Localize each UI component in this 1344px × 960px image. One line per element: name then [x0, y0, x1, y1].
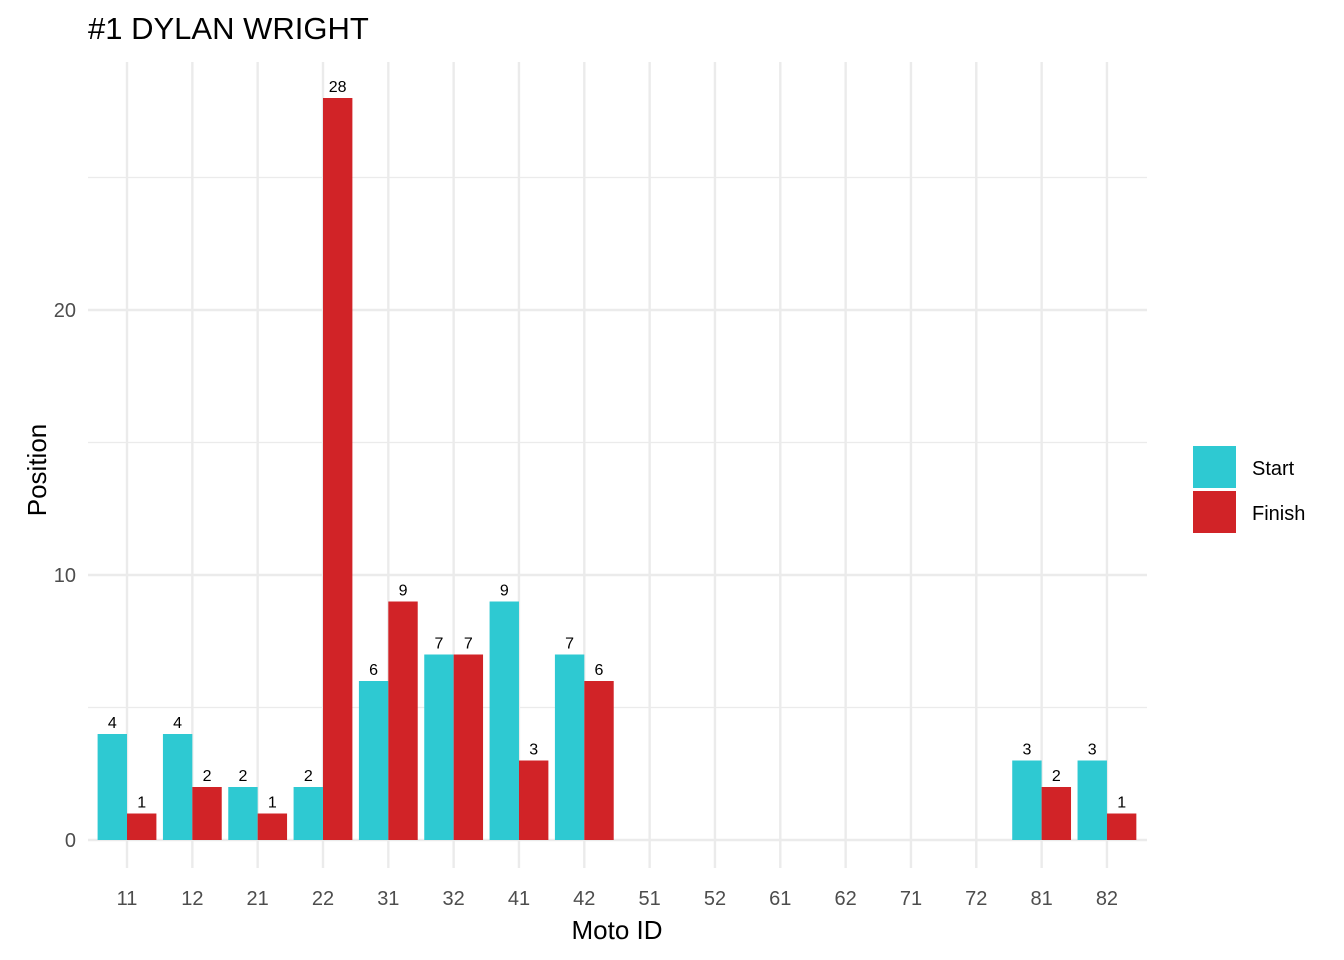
- x-tick-label: 71: [900, 888, 922, 910]
- y-axis-title: Position: [22, 424, 52, 517]
- bar-finish-22: [322, 98, 353, 840]
- x-tick-label: 32: [443, 888, 465, 910]
- bar-finish-31: [388, 601, 418, 840]
- grid-lines: [88, 62, 1147, 868]
- chart-title: #1 DYLAN WRIGHT: [88, 11, 369, 46]
- x-tick-label: 61: [769, 888, 791, 910]
- x-tick-label: 72: [965, 888, 987, 910]
- bar-start-82: [1077, 760, 1107, 840]
- bar-value-label: 4: [108, 715, 117, 732]
- bar-finish-21: [257, 813, 288, 840]
- bar-finish-32: [453, 654, 484, 840]
- bar-value-label: 3: [1022, 742, 1031, 759]
- x-tick-label: 82: [1096, 888, 1118, 910]
- bar-value-label: 7: [565, 636, 574, 653]
- bar-start-11: [97, 734, 127, 840]
- x-tick-label: 22: [312, 888, 334, 910]
- bar-value-label: 4: [173, 715, 182, 732]
- y-tick-label: 0: [65, 830, 76, 852]
- bar-finish-81: [1041, 787, 1072, 840]
- x-tick-label: 51: [639, 888, 661, 910]
- bar-start-12: [162, 734, 193, 840]
- bar-start-22: [293, 787, 323, 840]
- bar-start-31: [358, 681, 389, 840]
- bar-start-41: [489, 601, 519, 840]
- x-tick-label: 52: [704, 888, 726, 910]
- x-tick-label: 31: [377, 888, 399, 910]
- bar-start-81: [1012, 760, 1042, 840]
- bar-value-label: 3: [1088, 742, 1097, 759]
- x-tick-label: 11: [117, 888, 138, 910]
- bar-start-21: [228, 787, 258, 840]
- y-tick-label: 20: [54, 300, 76, 322]
- bar-value-label: 2: [239, 768, 248, 785]
- x-tick-label: 42: [573, 888, 595, 910]
- bar-value-label: 6: [369, 662, 378, 679]
- bar-value-label: 2: [203, 768, 212, 785]
- x-axis-title: Moto ID: [571, 915, 662, 945]
- legend-label-start: Start: [1252, 458, 1295, 480]
- x-tick-label: 12: [181, 888, 203, 910]
- bar-value-label: 2: [1052, 768, 1061, 785]
- y-tick-label: 10: [54, 565, 76, 587]
- legend-key-finish: [1193, 491, 1236, 533]
- bar-value-label: 6: [595, 662, 604, 679]
- x-tick-label: 21: [247, 888, 269, 910]
- x-tick-label: 81: [1030, 888, 1052, 910]
- bar-finish-12: [192, 787, 222, 840]
- legend-label-finish: Finish: [1252, 503, 1305, 525]
- bar-start-32: [424, 654, 454, 840]
- bar-value-label: 1: [268, 795, 277, 812]
- legend: Start Finish: [1193, 446, 1305, 533]
- bar-value-label: 1: [1117, 795, 1126, 812]
- bar-finish-41: [518, 760, 549, 840]
- bar-value-label: 7: [434, 636, 443, 653]
- bar-value-labels: 4 4 2 2 6 7 9 7 3 3 1 2 1 28 9 7 3 6 2 1: [108, 79, 1126, 812]
- bar-value-label: 2: [304, 768, 313, 785]
- bar-value-label: 7: [464, 636, 473, 653]
- bar-value-label: 9: [399, 583, 408, 600]
- bar-finish-11: [127, 813, 157, 840]
- bar-finish-42: [584, 681, 614, 840]
- bar-value-label: 9: [500, 583, 509, 600]
- x-tick-label: 41: [508, 888, 530, 910]
- legend-key-start: [1193, 446, 1236, 488]
- bar-finish-82: [1106, 813, 1137, 840]
- bar-value-label: 3: [529, 742, 538, 759]
- bar-start-42: [554, 654, 585, 840]
- bars: [97, 98, 1137, 840]
- x-tick-label: 62: [835, 888, 857, 910]
- bar-value-label: 28: [329, 79, 347, 96]
- bar-value-label: 1: [137, 795, 146, 812]
